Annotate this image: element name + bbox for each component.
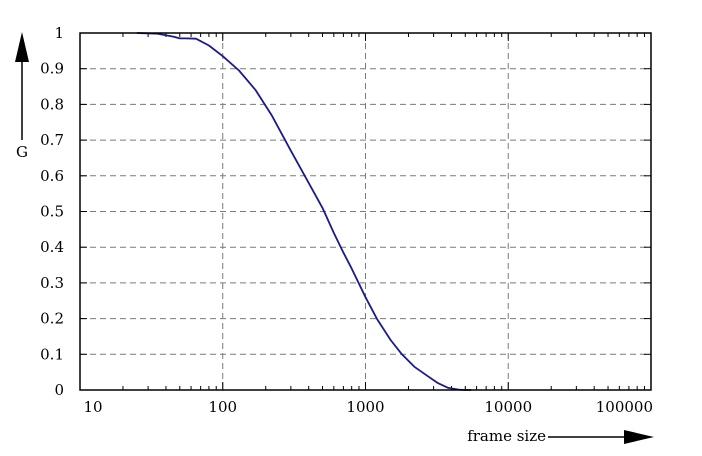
x-tick-label: 10000 [484, 398, 532, 416]
y-tick-label: 0.3 [40, 274, 64, 292]
y-axis-arrow-head [15, 32, 29, 62]
x-tick-label: 1000 [346, 398, 384, 416]
grid [80, 33, 651, 390]
series-line [136, 32, 472, 391]
y-tick-label: 0.5 [40, 203, 64, 221]
x-tick-label: 100000 [596, 398, 653, 416]
x-tick-label: 100 [208, 398, 237, 416]
y-axis-title-group: G [15, 32, 29, 161]
x-axis-label: frame size [467, 427, 546, 445]
x-tick-label: 10 [83, 398, 102, 416]
y-tick-label: 1 [54, 24, 64, 42]
y-tick-label: 0.8 [40, 95, 64, 113]
y-tick-label: 0.2 [40, 310, 64, 328]
y-axis-label: G [16, 143, 28, 161]
y-tick-label: 0.6 [40, 167, 64, 185]
x-axis-arrow-head [624, 430, 654, 444]
y-tick-label: 0 [54, 381, 64, 399]
y-tick-label: 0.9 [40, 60, 64, 78]
y-tick-label: 0.1 [40, 345, 64, 363]
tick-labels: 0 0.1 0.2 0.3 0.4 0.5 0.6 0.7 0.8 0.9 1 10 100 1000 10… [40, 24, 653, 416]
y-tick-label: 0.7 [40, 131, 64, 149]
x-axis-title-group: frame size [467, 427, 654, 445]
plot-area-frame [79, 32, 652, 391]
series-layer [136, 32, 472, 391]
y-tick-label: 0.4 [40, 238, 64, 256]
